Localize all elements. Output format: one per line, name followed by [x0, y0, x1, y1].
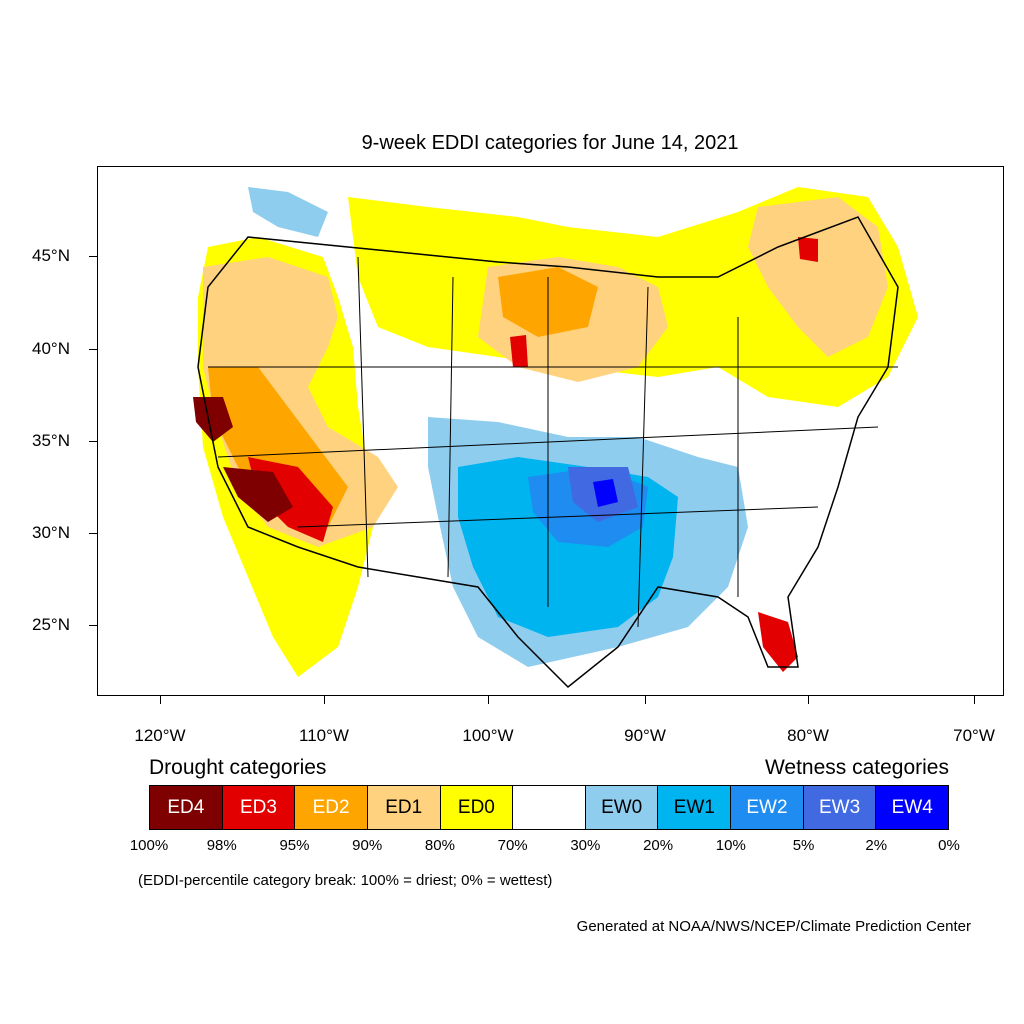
legend-swatch-ed1: ED1: [367, 786, 441, 829]
x-label-70w: 70°W: [953, 726, 995, 745]
x-label-80w: 80°W: [787, 726, 829, 745]
region-ed4-ca: [193, 397, 233, 442]
region-ed1-ne: [748, 197, 888, 357]
legend-swatch-ew2: EW2: [731, 786, 804, 829]
category-note: (EDDI-percentile category break: 100% = …: [138, 872, 553, 889]
x-tick: [324, 696, 325, 704]
y-tick: [89, 349, 97, 350]
break-label: 95%: [279, 837, 310, 854]
state-line-1: [357, 256, 369, 578]
break-label: 70%: [497, 837, 528, 854]
break-label: 100%: [129, 837, 169, 854]
y-label-45n: 45°N: [32, 246, 70, 265]
eddi-category-regions: [193, 187, 918, 677]
y-label-25n: 25°N: [32, 615, 70, 634]
x-tick: [974, 696, 975, 704]
break-label: 30%: [570, 837, 601, 854]
y-tick: [89, 625, 97, 626]
y-label-30n: 30°N: [32, 523, 70, 542]
x-tick: [808, 696, 809, 704]
region-ew4-south: [593, 479, 618, 507]
map-title: 9-week EDDI categories for June 14, 2021: [361, 132, 739, 154]
category-legend-bar: ED4 ED3 ED2 ED1 ED0 EW0 EW1 EW2 EW3 EW4: [149, 785, 949, 830]
y-label-40n: 40°N: [32, 339, 70, 358]
x-tick: [160, 696, 161, 704]
x-label-120w: 120°W: [134, 726, 186, 745]
break-label: 98%: [206, 837, 237, 854]
region-ed3-nc: [510, 335, 528, 367]
state-line-7: [217, 426, 879, 458]
political-boundaries: [197, 216, 899, 689]
y-tick: [89, 533, 97, 534]
state-line-2: [447, 276, 454, 578]
break-label: 80%: [424, 837, 455, 854]
state-line-4: [637, 286, 649, 628]
x-label-90w: 90°W: [624, 726, 666, 745]
legend-swatch-ew4: EW4: [876, 786, 949, 829]
region-ed3-ne: [798, 237, 818, 262]
map-panel: [97, 166, 1004, 696]
legend-swatch-ew3: EW3: [803, 786, 877, 829]
legend-swatch-ed4: ED4: [150, 786, 223, 829]
region-ed3-fl: [758, 612, 798, 672]
legend-swatch-ed3: ED3: [222, 786, 296, 829]
y-tick: [89, 441, 97, 442]
break-label: 20%: [643, 837, 674, 854]
state-line-8: [297, 506, 819, 528]
legend-swatch-ew0: EW0: [585, 786, 659, 829]
legend-swatch-ed2: ED2: [295, 786, 368, 829]
legend-swatch-ed0: ED0: [440, 786, 514, 829]
break-label: 0%: [938, 837, 960, 854]
break-label: 2%: [865, 837, 888, 854]
credit-line: Generated at NOAA/NWS/NCEP/Climate Predi…: [576, 918, 971, 935]
legend-swatch-neutral: [513, 786, 586, 829]
region-ed4-sw: [223, 467, 293, 522]
drought-heading: Drought categories: [149, 756, 327, 779]
y-tick: [89, 256, 97, 257]
break-label: 5%: [792, 837, 815, 854]
break-label: 90%: [352, 837, 383, 854]
break-label: 10%: [715, 837, 746, 854]
y-label-35n: 35°N: [32, 431, 70, 450]
x-tick: [645, 696, 646, 704]
wetness-heading: Wetness categories: [764, 756, 949, 779]
canada-mexico-line: [247, 236, 569, 268]
legend-swatch-ew1: EW1: [658, 786, 732, 829]
conus-outline: [197, 216, 899, 689]
x-label-110w: 110°W: [299, 726, 349, 745]
conus-eddi-map: [193, 187, 918, 689]
region-ew0-nw: [248, 187, 328, 237]
x-tick: [488, 696, 489, 704]
x-label-100w: 100°W: [462, 726, 514, 745]
